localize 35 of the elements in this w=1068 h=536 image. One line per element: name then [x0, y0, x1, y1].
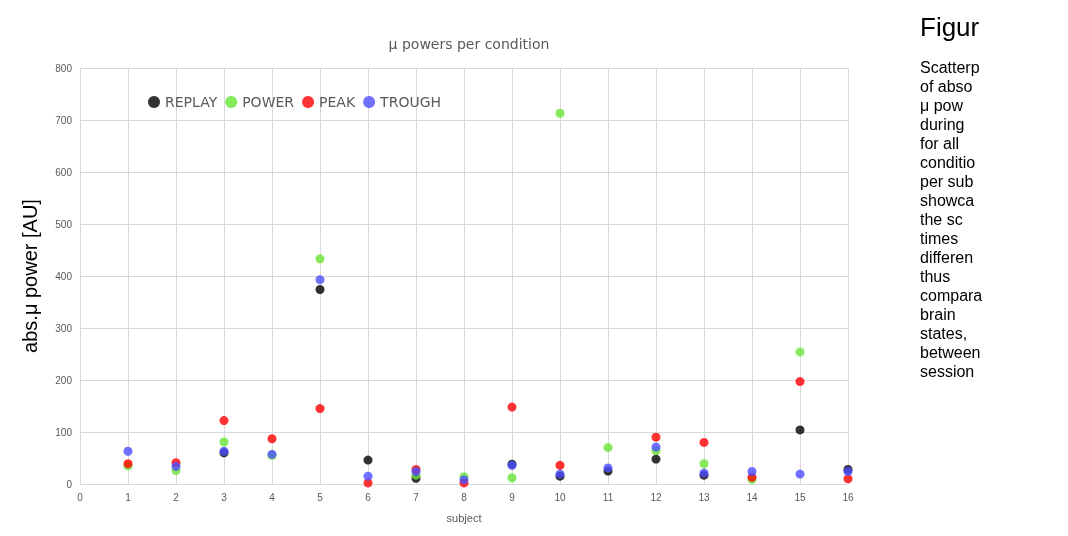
x-tick-label: 8 [461, 491, 468, 503]
x-tick-label: 2 [173, 491, 180, 503]
y-tick-label: 200 [55, 374, 73, 386]
text: Figur [920, 12, 980, 42]
x-tick-label: 7 [413, 491, 420, 503]
chart-title: μ powers per condition [388, 36, 550, 52]
text: Scatterp of abso μ pow during for all conditio per sub showca the sc times differen thus compara brain states, between session [920, 59, 983, 380]
y-tick-label: 300 [55, 322, 73, 334]
x-axis-title: subject [446, 511, 482, 524]
legend-label: PEAK [319, 94, 356, 110]
y-tick-label: 100 [55, 426, 73, 438]
x-tick-label: 16 [842, 491, 854, 503]
x-tick-label: 15 [794, 491, 806, 503]
y-tick-label: 0 [66, 478, 73, 490]
x-tick-label: 14 [746, 491, 758, 503]
x-tick-label: 5 [317, 491, 324, 503]
x-tick-label: 13 [698, 491, 710, 503]
x-tick-label: 0 [77, 491, 84, 503]
x-tick-label: 6 [365, 491, 372, 503]
x-tick-label: 3 [221, 491, 228, 503]
legend-label: POWER [242, 94, 295, 110]
y-tick-label: 400 [55, 270, 73, 282]
y-tick-label: 600 [55, 166, 73, 178]
x-tick-label: 9 [509, 491, 516, 503]
x-tick-label: 11 [602, 491, 614, 503]
legend-label: TROUGH [379, 94, 442, 110]
legend-label: REPLAY [165, 94, 218, 110]
y-tick-label: 500 [55, 218, 73, 230]
x-tick-label: 4 [269, 491, 276, 503]
x-tick-label: 1 [125, 491, 132, 503]
x-tick-label: 12 [650, 491, 662, 503]
y-tick-label: 800 [55, 62, 73, 74]
x-tick-label: 10 [554, 491, 566, 503]
y-tick-label: 700 [55, 114, 73, 126]
y-axis-title: abs.μ power [AU] [19, 199, 41, 353]
